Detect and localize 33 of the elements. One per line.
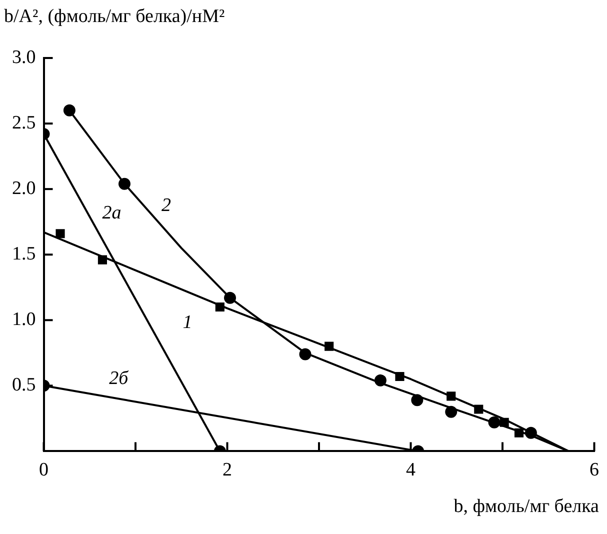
- y-tick-label: 3.0: [12, 46, 36, 68]
- point: [98, 255, 108, 264]
- point: [514, 428, 524, 438]
- y-tick-label: 2.5: [12, 112, 36, 134]
- x-tick-label: 4: [406, 460, 416, 481]
- series-label: 2a: [102, 202, 122, 224]
- point: [446, 392, 456, 401]
- y-tick-label: 1.0: [12, 309, 36, 330]
- point: [215, 302, 224, 312]
- point: [56, 229, 65, 238]
- point: [374, 374, 386, 386]
- point: [474, 404, 484, 414]
- y-tick-label: 2.0: [12, 178, 36, 200]
- y-tick-label: 0.5: [12, 374, 36, 396]
- y-axis-title: b/A², (фмоль/мг белка)/нМ²: [4, 6, 225, 28]
- x-tick-label: 2: [222, 460, 232, 481]
- x-tick-label: 0: [39, 460, 48, 481]
- point: [118, 178, 130, 190]
- point: [411, 394, 424, 406]
- point: [63, 104, 76, 116]
- series-label: 1: [182, 312, 192, 334]
- point: [500, 418, 509, 427]
- y-tick-label: 1.5: [12, 244, 36, 265]
- point: [224, 292, 236, 304]
- series-label: 2: [162, 195, 172, 216]
- point: [488, 416, 500, 428]
- series-label: 2б: [109, 368, 130, 389]
- point: [445, 406, 458, 418]
- x-axis-title: b, фмоль/мг белка: [454, 496, 599, 518]
- point: [299, 348, 312, 360]
- point: [395, 372, 404, 382]
- x-tick-label: 6: [590, 460, 599, 481]
- point: [324, 342, 334, 351]
